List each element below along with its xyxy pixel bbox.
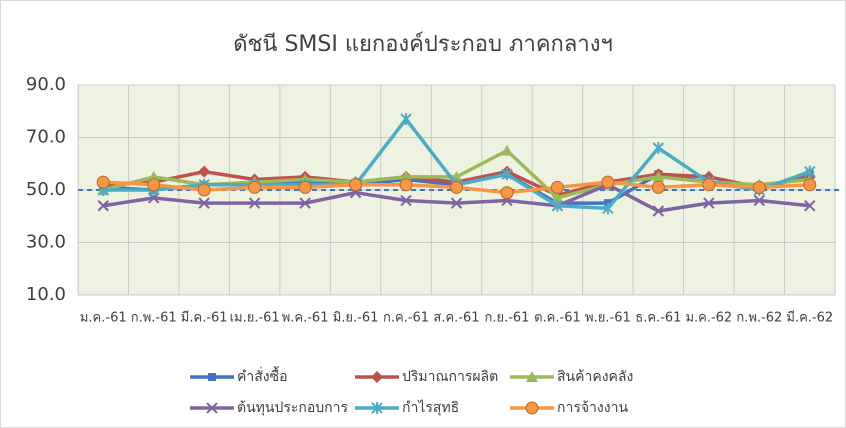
- chart-title: ดัชนี SMSI แยกองค์ประกอบ ภาคกลางฯ: [233, 32, 613, 57]
- marker: [551, 199, 564, 212]
- marker: [96, 175, 110, 189]
- marker: [501, 168, 513, 181]
- legend-label: ต้นทุนประกอบการ: [237, 400, 348, 416]
- x-tick-label: มี.ค.-61: [181, 310, 228, 326]
- marker: [371, 402, 383, 414]
- marker: [371, 371, 383, 383]
- x-tick-label: พ.ย.-61: [585, 311, 631, 326]
- x-tick-label: เม.ย.-61: [230, 311, 280, 326]
- x-tick-label: ต.ค.-61: [534, 311, 581, 326]
- marker: [526, 371, 538, 382]
- marker: [197, 183, 211, 197]
- marker: [702, 178, 716, 192]
- marker: [651, 180, 665, 194]
- x-tick-label: พ.ค.-61: [282, 311, 329, 326]
- y-tick-label: 70.0: [26, 127, 66, 148]
- marker: [551, 191, 564, 203]
- marker: [803, 178, 817, 192]
- x-tick-label: มี.ค.-62: [786, 310, 833, 326]
- marker: [248, 197, 261, 209]
- marker: [198, 165, 211, 178]
- x-tick-label: ก.พ.-62: [736, 311, 782, 326]
- y-tick-label: 90.0: [26, 74, 66, 95]
- legend-label: การจ้างงาน: [557, 400, 628, 416]
- marker: [804, 165, 816, 178]
- x-tick-label: มิ.ย.-61: [333, 311, 379, 326]
- x-tick-label: ม.ค.-62: [685, 311, 732, 326]
- legend-label: ปริมาณการผลิต: [402, 369, 498, 385]
- marker: [147, 178, 161, 192]
- x-tick-label: ก.พ.-61: [131, 311, 177, 326]
- y-tick-label: 50.0: [26, 179, 66, 200]
- x-tick-label: ก.ค.-61: [383, 311, 429, 326]
- y-tick-label: 30.0: [26, 232, 66, 253]
- marker: [399, 178, 413, 192]
- marker: [349, 178, 363, 192]
- marker: [500, 144, 513, 156]
- marker: [652, 142, 665, 154]
- legend-label: คำสั่งซื้อ: [237, 366, 288, 385]
- legend-label: กำไรสุทธิ: [402, 399, 459, 416]
- marker: [703, 197, 715, 209]
- marker: [804, 200, 816, 212]
- marker: [752, 180, 766, 194]
- y-tick-label: 10.0: [26, 284, 66, 305]
- marker: [550, 180, 564, 194]
- x-tick-label: ส.ค.-61: [433, 311, 479, 326]
- marker: [248, 180, 262, 194]
- marker: [652, 170, 665, 182]
- marker: [299, 197, 311, 209]
- marker: [601, 175, 615, 189]
- x-tick-label: ก.ย.-61: [484, 311, 529, 326]
- marker: [525, 401, 539, 415]
- marker: [450, 180, 463, 194]
- marker: [450, 197, 463, 209]
- marker: [298, 180, 312, 194]
- marker: [500, 186, 514, 200]
- marker: [97, 200, 109, 212]
- x-tick-label: ธ.ค.-61: [635, 311, 681, 326]
- legend-label: สินค้าคงคลัง: [557, 369, 633, 385]
- marker: [198, 197, 210, 209]
- marker: [208, 373, 216, 381]
- marker: [400, 113, 412, 126]
- marker: [602, 202, 614, 215]
- x-tick-label: ม.ค.-61: [80, 311, 127, 326]
- marker: [753, 194, 766, 207]
- marker: [400, 194, 412, 207]
- marker: [652, 205, 665, 217]
- marker: [206, 402, 218, 414]
